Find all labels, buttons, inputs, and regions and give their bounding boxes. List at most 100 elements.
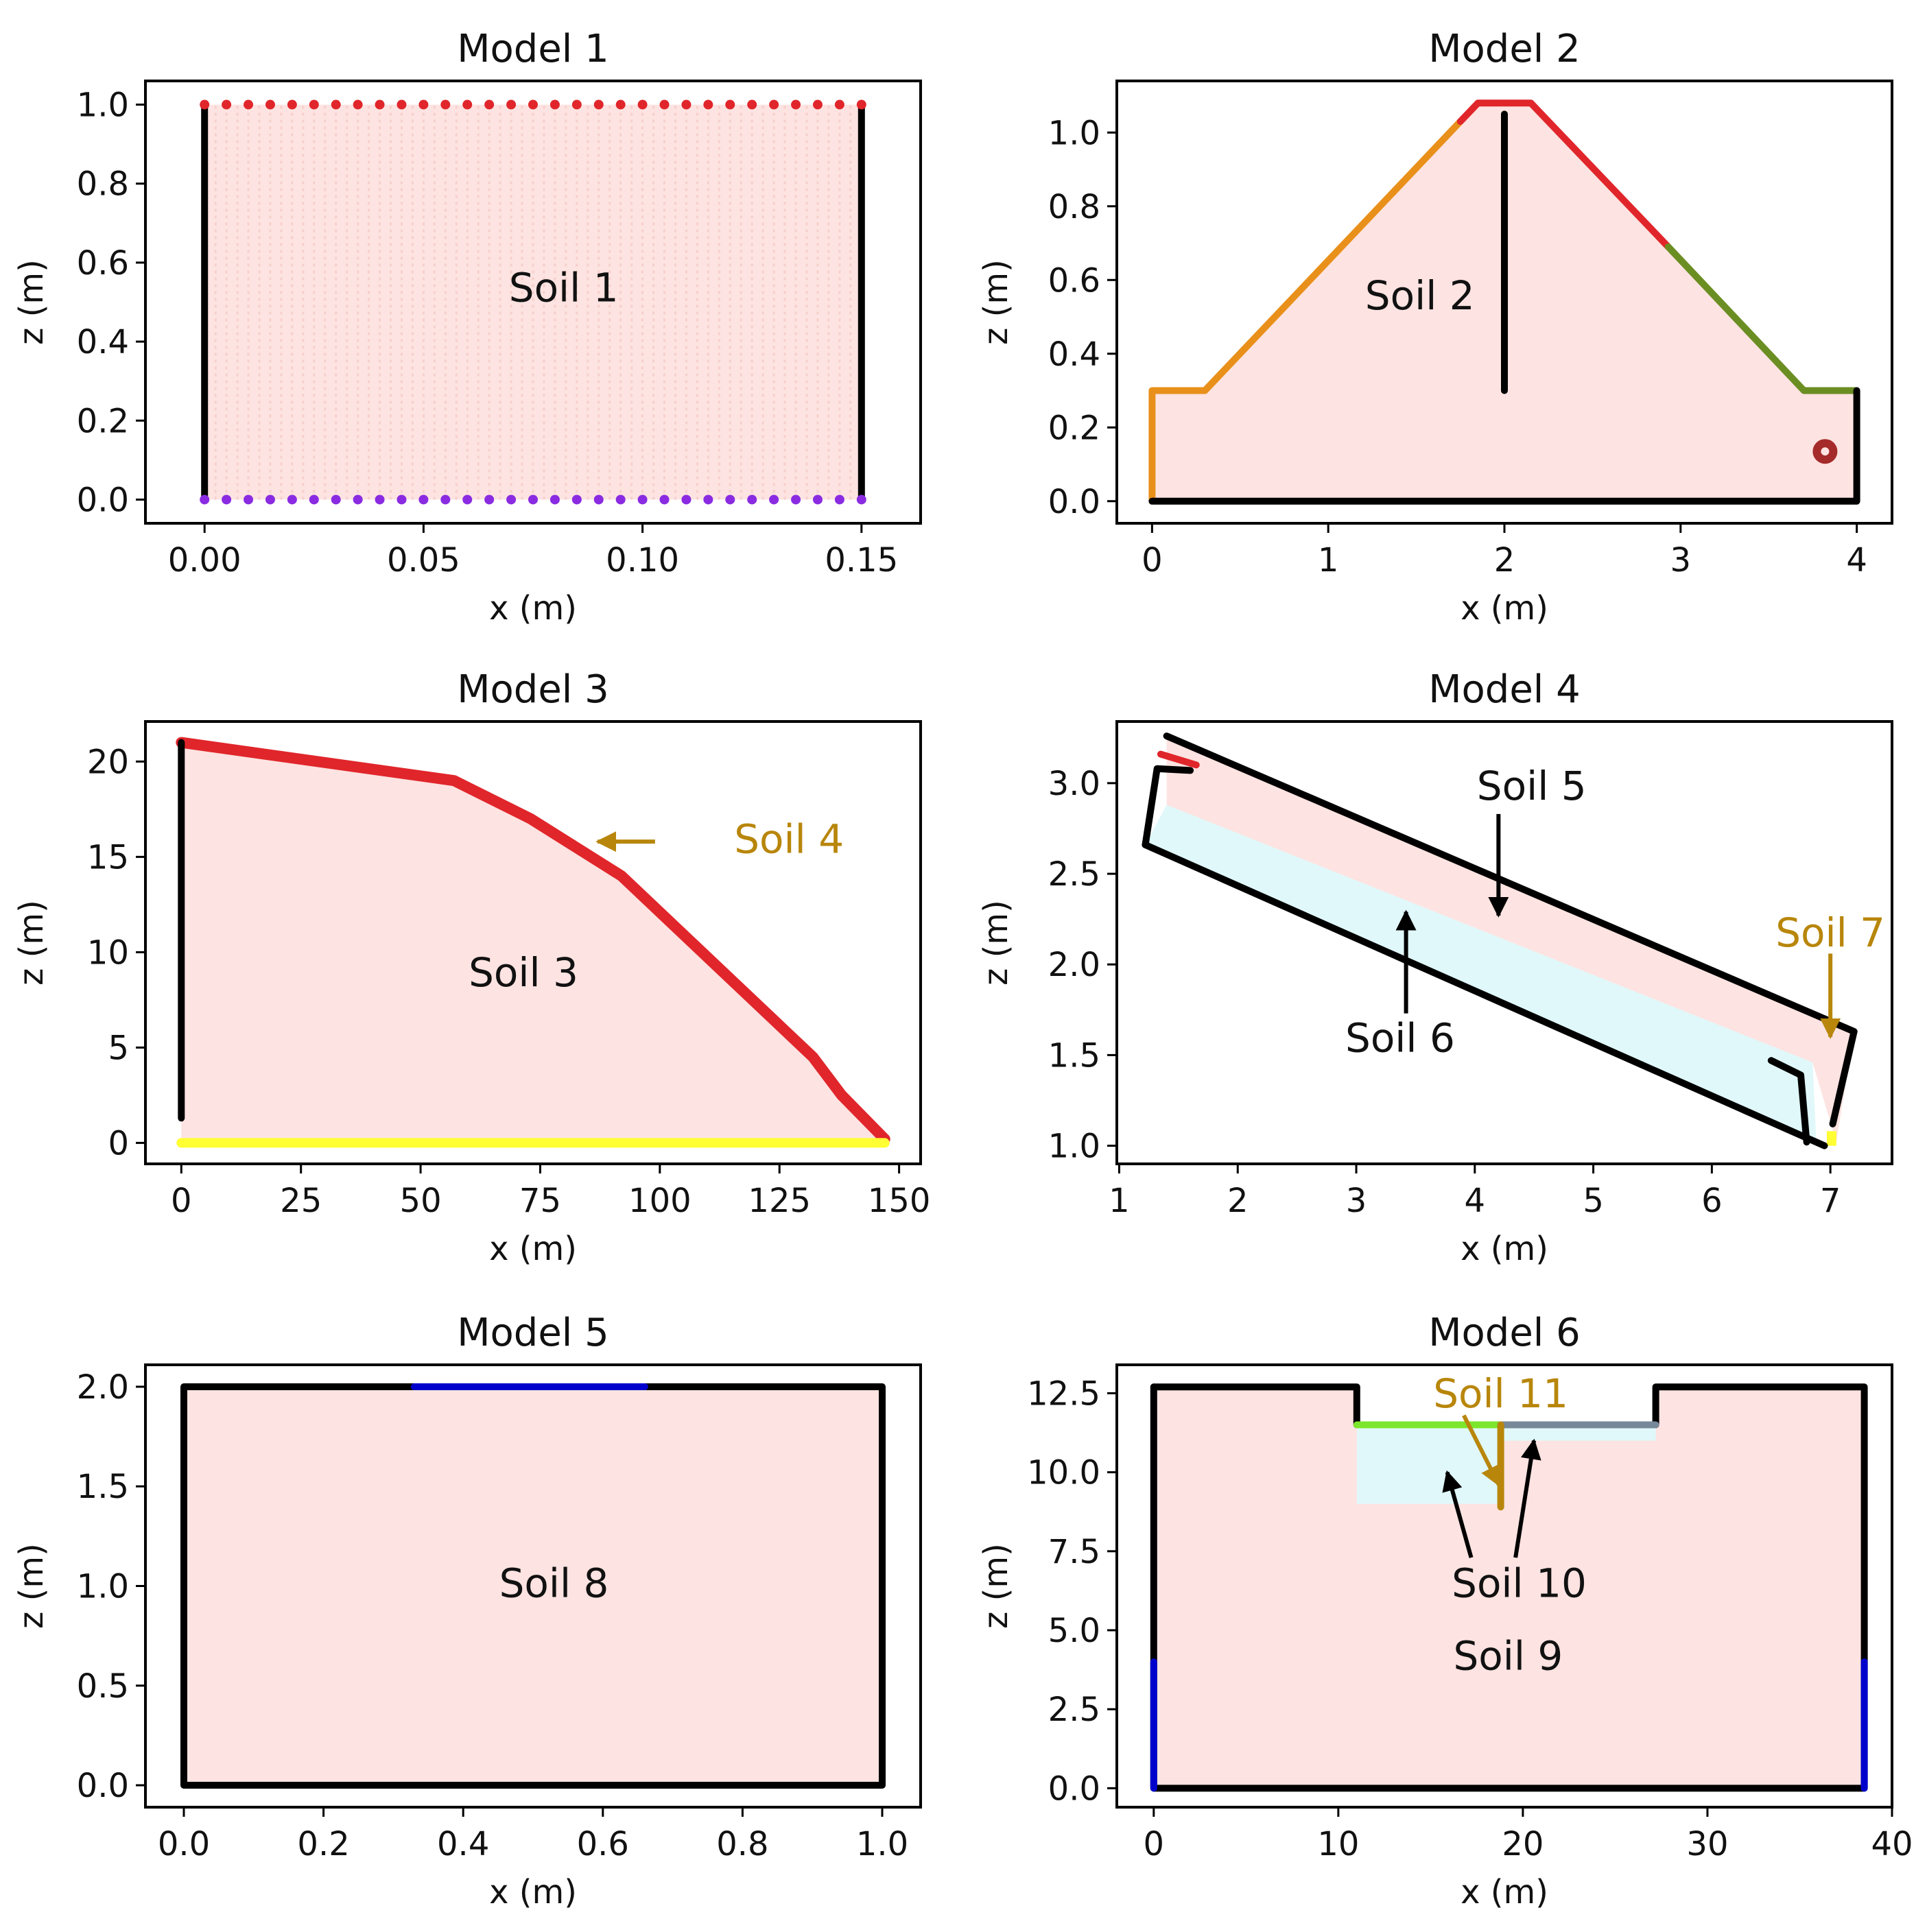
x-axis-label: x (m) <box>1461 589 1548 628</box>
bottom-particles-dot <box>571 494 582 505</box>
y-tick-label: 0 <box>108 1124 129 1162</box>
x-tick-label: 1.0 <box>856 1825 908 1863</box>
x-tick-label: 0.2 <box>297 1825 349 1863</box>
top-particles-dot <box>571 99 582 110</box>
axes-frame <box>1115 720 1893 1165</box>
top-particles-dot <box>484 99 495 110</box>
bottom-particles-dot <box>265 494 275 505</box>
y-tick-label: 1.0 <box>1048 114 1100 152</box>
bottom-particles-dot <box>222 494 232 505</box>
y-tick-label: 0.8 <box>77 165 129 204</box>
soil-10-left-arrow <box>1442 1470 1474 1558</box>
y-tick-label: 1.5 <box>77 1468 129 1506</box>
top-particles-dot <box>462 99 473 110</box>
top-particles-dot <box>506 99 517 110</box>
top-particles-dot <box>309 99 319 110</box>
x-tick-label: 5 <box>1583 1182 1604 1220</box>
y-tick-label: 5 <box>108 1029 129 1067</box>
top-particles-dot <box>549 99 560 110</box>
chart-title: Model 2 <box>1428 27 1581 71</box>
y-tick-label: 12.5 <box>1027 1374 1100 1413</box>
top-particles-dot <box>856 99 866 110</box>
chart-title: Model 3 <box>457 667 609 712</box>
x-tick-label: 0.0 <box>158 1825 210 1863</box>
panel-model-4: Soil 5 Soil 6 Soil 7 1 2 3 4 5 6 7 1.0 1.5 2.0 2.5 3.0… <box>977 667 1893 1268</box>
x-axis-label: x (m) <box>1461 1230 1548 1268</box>
bottom-particles-dot <box>681 494 691 505</box>
y-tick-label: 1.0 <box>1048 1128 1100 1166</box>
bottom-particles-dot <box>309 494 319 505</box>
x-tick-label: 30 <box>1686 1825 1728 1863</box>
top-particles-dot <box>593 99 604 110</box>
x-tick-label: 125 <box>748 1182 811 1220</box>
x-tick-label: 40 <box>1871 1825 1913 1863</box>
x-tick-label: 6 <box>1701 1182 1723 1220</box>
soil-10-right-arrow <box>1513 1438 1541 1558</box>
bottom-particles-dot <box>418 494 429 505</box>
chart-title: Model 6 <box>1428 1311 1581 1355</box>
y-axis-label: z (m) <box>977 1543 1015 1629</box>
bottom-particles-dot <box>484 494 495 505</box>
top-particles-dot <box>528 99 538 110</box>
bottom-particles-dot <box>549 494 560 505</box>
plot-area <box>180 1383 886 1789</box>
bottom-particles-dot <box>397 494 407 505</box>
chart-title: Model 5 <box>457 1311 609 1355</box>
y-axis-label: z (m) <box>12 900 51 986</box>
bottom-particles-dot <box>703 494 713 505</box>
x-axis-label: x (m) <box>489 1873 577 1911</box>
x-tick-label: 0.00 <box>168 541 241 580</box>
y-tick-label: 0.6 <box>77 244 129 283</box>
top-particles-dot <box>287 99 297 110</box>
y-tick-label: 0.2 <box>1048 409 1100 447</box>
top-particles-dot <box>681 99 691 110</box>
bottom-particles-dot <box>331 494 341 505</box>
chart-title: Model 1 <box>457 27 609 71</box>
plot-area <box>1148 99 1860 505</box>
boundary-left-crest <box>1150 1383 1360 1429</box>
top-particles-dot <box>244 99 254 110</box>
bottom-particles-dot <box>462 494 473 505</box>
y-tick-label: 15 <box>87 838 129 876</box>
y-axis-label: z (m) <box>977 259 1015 345</box>
y-tick-label: 0.8 <box>1048 188 1100 226</box>
region-soil-3 <box>181 742 885 1143</box>
x-tick-label: 2 <box>1494 541 1515 580</box>
y-tick-label: 0.5 <box>77 1667 129 1706</box>
y-tick-label: 0.4 <box>77 323 129 361</box>
y-tick-label: 1.0 <box>77 1568 129 1606</box>
bottom-particles-dot <box>747 494 757 505</box>
top-particles-dot <box>200 99 210 110</box>
y-tick-label: 2.0 <box>77 1368 129 1407</box>
top-particles-dot <box>353 99 363 110</box>
top-particles-dot <box>791 99 801 110</box>
x-tick-label: 100 <box>628 1182 691 1220</box>
top-particles-dot <box>418 99 429 110</box>
boundary-box-boundary <box>180 1383 886 1789</box>
y-tick-label: 0.2 <box>77 402 129 440</box>
soil-11-arrow <box>1462 1414 1501 1487</box>
plot-area <box>1142 732 1858 1149</box>
label-soil-9: Soil 9 <box>1453 1633 1563 1680</box>
region-soil-10-right <box>1502 1424 1656 1441</box>
y-tick-label: 0.4 <box>1048 335 1100 374</box>
panel-model-6: Soil 11 Soil 10 Soil 9 0 10 20 30 40 0.0 2.5 5.0 7.… <box>977 1311 1913 1911</box>
x-tick-label: 0.6 <box>577 1825 629 1863</box>
bottom-particles-dot <box>593 494 604 505</box>
x-tick-label: 20 <box>1502 1825 1544 1863</box>
x-tick-label: 0 <box>1142 541 1163 580</box>
top-particles-dot <box>222 99 232 110</box>
x-tick-label: 1 <box>1318 541 1339 580</box>
bottom-particles-dot <box>791 494 801 505</box>
x-tick-label: 0.4 <box>437 1825 489 1863</box>
region-soil-10-left <box>1356 1424 1499 1504</box>
y-tick-label: 1.0 <box>77 86 129 125</box>
boundary-left-slope-boundary <box>1148 118 1464 505</box>
bottom-particles-dot <box>287 494 297 505</box>
y-tick-label: 1.5 <box>1048 1036 1100 1075</box>
top-particles-dot <box>440 99 451 110</box>
top-particles-dot <box>834 99 844 110</box>
top-particles-dot <box>703 99 713 110</box>
panel-model-5: Soil 8 0.0 0.2 0.4 0.6 0.8 1.0 0.0 0.5 1.0 1.5 2.0 M… <box>12 1311 922 1911</box>
